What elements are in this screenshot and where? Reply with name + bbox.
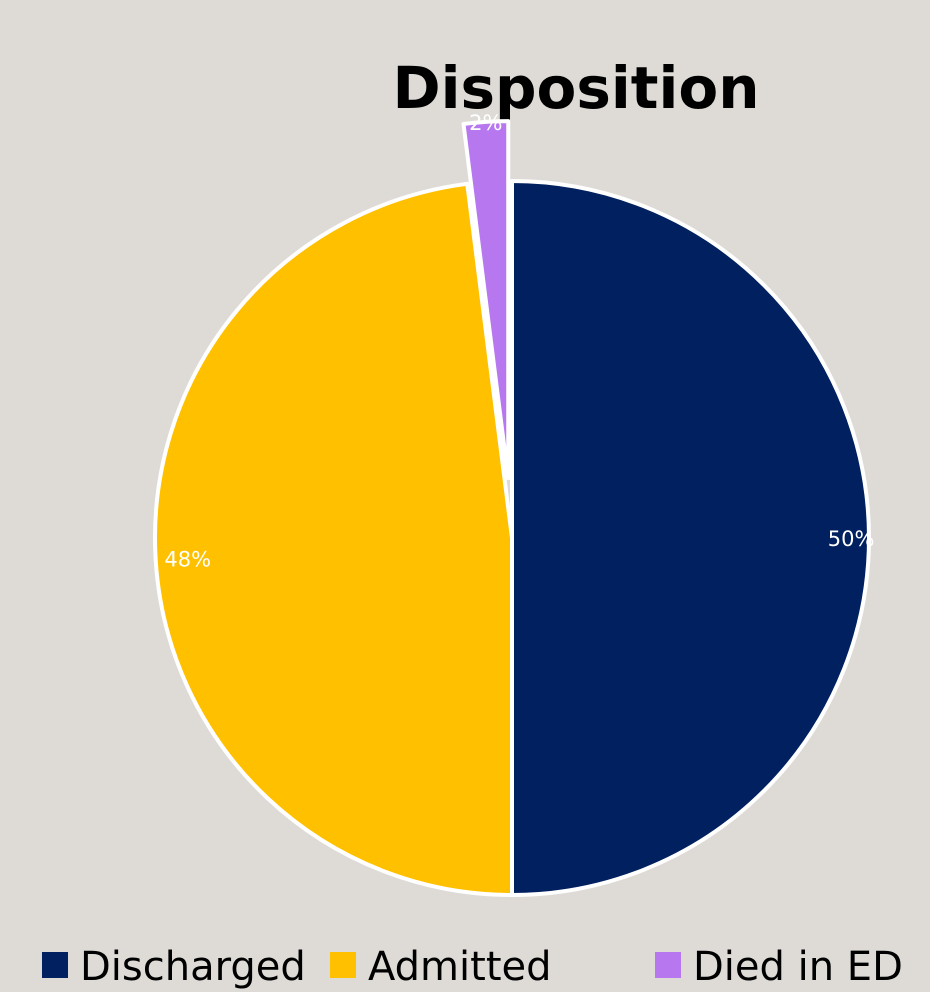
legend-label-discharged: Discharged xyxy=(80,944,306,990)
legend-swatch-discharged xyxy=(42,952,68,978)
legend-item-discharged: Discharged xyxy=(42,944,306,990)
data-label-died-in-ed: 2% xyxy=(469,111,502,135)
legend-label-died-in-ed: Died in ED xyxy=(693,944,903,990)
legend-item-died-in-ed: Died in ED xyxy=(655,944,903,990)
legend-item-admitted: Admitted xyxy=(330,944,552,990)
pie-slice-discharged xyxy=(510,179,871,897)
data-label-admitted: 48% xyxy=(164,547,211,571)
pie-slice-admitted xyxy=(153,181,514,897)
legend-swatch-died-in-ed xyxy=(655,952,681,978)
pie-slice-died-in-ed xyxy=(461,119,511,481)
pie-slices xyxy=(153,119,871,897)
legend-label-admitted: Admitted xyxy=(368,944,552,990)
chart-title: Disposition xyxy=(392,54,759,122)
data-label-discharged: 50% xyxy=(828,527,875,551)
pie-data-labels: 50% 48% 2% xyxy=(164,111,874,572)
legend: Discharged Admitted Died in ED xyxy=(42,944,903,990)
legend-swatch-admitted xyxy=(330,952,356,978)
